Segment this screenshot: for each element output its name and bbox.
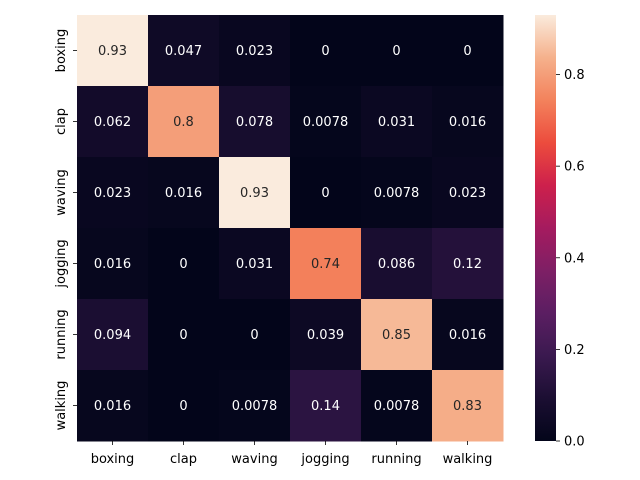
cell-waving-waving	[219, 157, 291, 229]
x-tick-label-clap: clap	[170, 452, 197, 467]
y-tick-label-boxing: boxing	[54, 29, 69, 73]
cell-jogging-jogging	[290, 228, 362, 300]
cell-jogging-waving	[219, 228, 291, 300]
x-tick-label-boxing: boxing	[91, 452, 135, 467]
cell-jogging-walking	[432, 228, 504, 300]
cell-label-jogging-clap: 0	[179, 257, 187, 272]
cell-walking-jogging	[290, 370, 362, 442]
cell-label-running-running: 0.85	[382, 328, 411, 343]
cell-running-running	[361, 299, 433, 371]
cell-clap-waving	[219, 86, 291, 158]
x-tick-label-running: running	[371, 452, 421, 467]
cell-walking-boxing	[77, 370, 149, 442]
heatmap-cells: 0.93 0.047 0.023 0 0 0 0.062 0.8 0.078 0.0078 0.03…	[77, 15, 504, 442]
cell-label-walking-jogging: 0.14	[311, 399, 340, 414]
cell-waving-running	[361, 157, 433, 229]
cell-boxing-running	[361, 15, 433, 87]
cell-label-clap-clap: 0.8	[173, 115, 194, 130]
cell-label-running-walking: 0.016	[449, 328, 486, 343]
y-tick-label-waving: waving	[54, 169, 69, 215]
y-tick-label-walking: walking	[54, 381, 69, 431]
cell-running-waving	[219, 299, 291, 371]
x-tick-label-jogging: jogging	[300, 452, 349, 467]
cell-label-jogging-walking: 0.12	[453, 257, 482, 272]
colorbar-tick-label: 0.8	[564, 68, 585, 83]
cell-walking-walking	[432, 370, 504, 442]
cell-walking-clap	[148, 370, 220, 442]
cell-label-running-clap: 0	[179, 328, 187, 343]
colorbar-tick-label: 0.4	[564, 251, 585, 266]
cell-waving-jogging	[290, 157, 362, 229]
cell-boxing-walking	[432, 15, 504, 87]
cell-walking-running	[361, 370, 433, 442]
cell-waving-boxing	[77, 157, 149, 229]
cell-label-jogging-jogging: 0.74	[311, 257, 340, 272]
colorbar-tick-label: 0.0	[564, 435, 585, 450]
cell-label-walking-walking: 0.83	[453, 399, 482, 414]
y-tick-label-running: running	[54, 309, 69, 359]
cell-label-waving-walking: 0.023	[449, 186, 486, 201]
x-tick-labels: boxing clap waving jogging running walking	[91, 441, 493, 467]
cell-label-clap-waving: 0.078	[236, 115, 273, 130]
cell-walking-waving	[219, 370, 291, 442]
cell-label-waving-clap: 0.016	[165, 186, 202, 201]
cell-label-waving-running: 0.0078	[374, 186, 420, 201]
cell-boxing-boxing	[77, 15, 149, 87]
cell-running-walking	[432, 299, 504, 371]
y-tick-label-jogging: jogging	[54, 239, 69, 288]
y-tick-labels: boxing clap waving jogging running walking	[54, 29, 77, 431]
cell-running-clap	[148, 299, 220, 371]
colorbar-gradient	[535, 15, 556, 441]
cell-label-jogging-running: 0.086	[378, 257, 415, 272]
cell-label-boxing-jogging: 0	[321, 44, 329, 59]
colorbar-tick-label: 0.2	[564, 343, 585, 358]
cell-label-waving-jogging: 0	[321, 186, 329, 201]
cell-label-walking-clap: 0	[179, 399, 187, 414]
cell-clap-jogging	[290, 86, 362, 158]
cell-boxing-jogging	[290, 15, 362, 87]
cell-label-clap-walking: 0.016	[449, 115, 486, 130]
cell-label-boxing-running: 0	[392, 44, 400, 59]
cell-label-jogging-boxing: 0.016	[94, 257, 131, 272]
cell-jogging-running	[361, 228, 433, 300]
cell-jogging-clap	[148, 228, 220, 300]
colorbar-tick-label: 0.6	[564, 160, 585, 175]
cell-label-clap-boxing: 0.062	[94, 115, 131, 130]
cell-label-jogging-waving: 0.031	[236, 257, 273, 272]
cell-label-waving-waving: 0.93	[240, 186, 269, 201]
x-tick-label-walking: walking	[443, 452, 493, 467]
cell-label-boxing-clap: 0.047	[165, 44, 202, 59]
cell-label-walking-waving: 0.0078	[232, 399, 278, 414]
colorbar: 0.0 0.2 0.4 0.6 0.8	[535, 15, 585, 450]
cell-waving-walking	[432, 157, 504, 229]
cell-label-running-boxing: 0.094	[94, 328, 131, 343]
cell-waving-clap	[148, 157, 220, 229]
cell-label-waving-boxing: 0.023	[94, 186, 131, 201]
cell-boxing-clap	[148, 15, 220, 87]
cell-jogging-boxing	[77, 228, 149, 300]
cell-label-walking-boxing: 0.016	[94, 399, 131, 414]
cell-label-clap-jogging: 0.0078	[303, 115, 349, 130]
x-tick-label-waving: waving	[231, 452, 277, 467]
cell-clap-walking	[432, 86, 504, 158]
cell-clap-boxing	[77, 86, 149, 158]
cell-boxing-waving	[219, 15, 291, 87]
cell-label-clap-running: 0.031	[378, 115, 415, 130]
cell-label-boxing-waving: 0.023	[236, 44, 273, 59]
y-tick-label-clap: clap	[54, 108, 69, 135]
cell-label-running-jogging: 0.039	[307, 328, 344, 343]
cell-label-boxing-walking: 0	[463, 44, 471, 59]
cell-clap-clap	[148, 86, 220, 158]
cell-label-boxing-boxing: 0.93	[98, 44, 127, 59]
cell-label-walking-running: 0.0078	[374, 399, 420, 414]
cell-clap-running	[361, 86, 433, 158]
cell-running-boxing	[77, 299, 149, 371]
cell-label-running-waving: 0	[250, 328, 258, 343]
cell-running-jogging	[290, 299, 362, 371]
